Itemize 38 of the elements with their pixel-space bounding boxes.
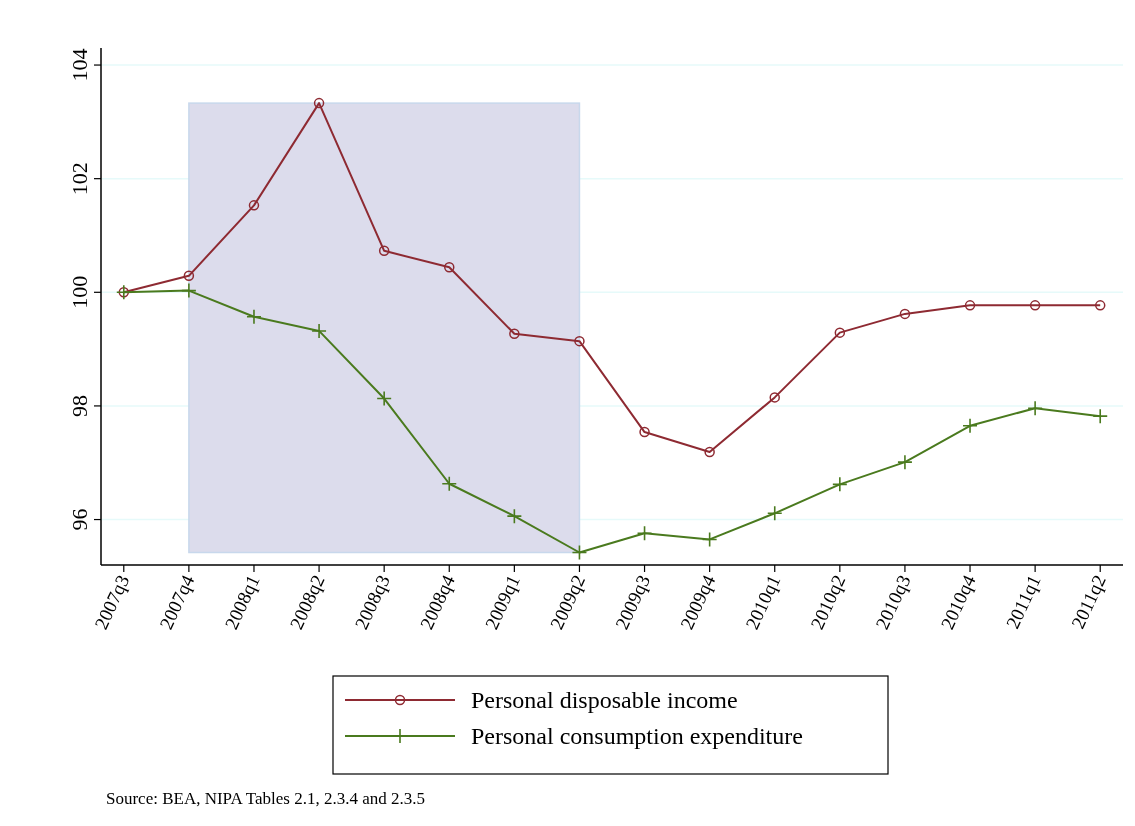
point <box>899 308 911 320</box>
point <box>636 525 653 541</box>
point <box>574 335 585 347</box>
point <box>769 392 780 403</box>
point <box>1029 300 1041 311</box>
point <box>248 200 260 211</box>
y-tick-label: 104 <box>67 48 92 82</box>
point <box>964 300 976 311</box>
point <box>832 476 848 493</box>
point <box>441 475 458 492</box>
point <box>378 245 390 257</box>
point <box>701 531 718 548</box>
y-tick-label: 98 <box>67 394 92 417</box>
point <box>766 505 783 522</box>
point <box>183 270 195 282</box>
point <box>313 97 325 109</box>
point <box>246 308 262 325</box>
point <box>962 418 978 434</box>
point <box>311 323 327 339</box>
legend-label: Personal disposable income <box>471 687 738 713</box>
point <box>1094 300 1106 311</box>
legend-label: Personal consumption expenditure <box>471 723 803 749</box>
point <box>509 328 520 340</box>
point <box>639 426 650 438</box>
point <box>897 454 913 470</box>
point <box>376 390 392 407</box>
point <box>571 544 588 561</box>
source-note: Source: BEA, NIPA Tables 2.1, 2.3.4 and 2.3.5 <box>106 789 425 808</box>
point <box>181 282 197 299</box>
point <box>834 327 846 338</box>
y-tick-label: 100 <box>67 275 92 309</box>
y-tick-label: 96 <box>67 508 92 531</box>
point <box>704 446 715 458</box>
point <box>1092 408 1109 424</box>
point <box>1027 400 1043 416</box>
point <box>506 508 523 524</box>
y-tick-label: 102 <box>67 162 92 196</box>
point <box>444 262 455 273</box>
